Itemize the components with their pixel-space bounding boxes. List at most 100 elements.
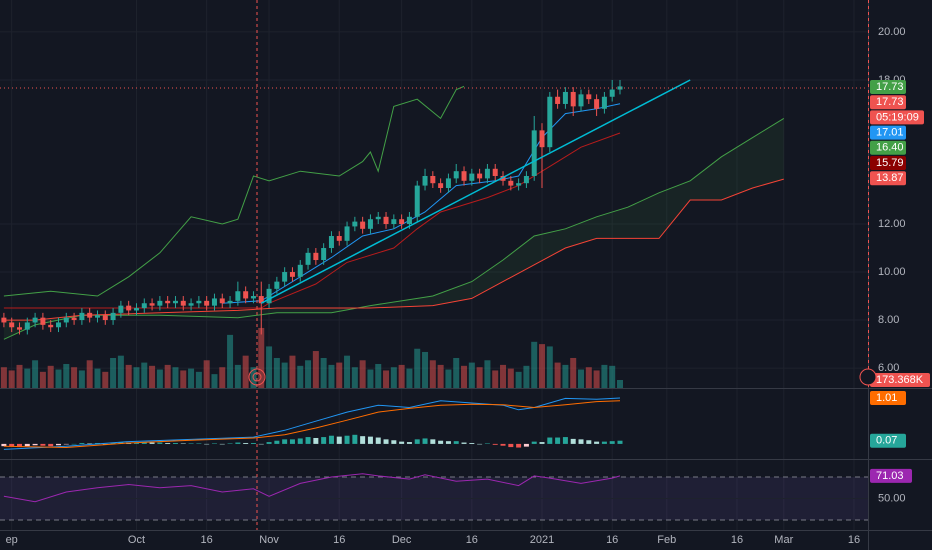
volume-bar [281,362,288,388]
candle-body [500,175,506,181]
volume-bar [351,367,358,388]
volume-bar [554,362,561,388]
y-tick-label: 8.00 [878,314,899,326]
volume-bar [414,348,421,388]
candle-body [305,252,311,265]
volume-bar [39,371,46,388]
candle-body [9,322,15,328]
volume-bar [336,362,343,388]
candle-body [1,317,7,323]
macd-histogram-bar [500,443,506,446]
candle-body [367,219,373,229]
candle-body [516,183,522,186]
rsi-pane [0,473,868,521]
macd-histogram-bar [336,436,342,444]
candle-body [24,322,30,330]
candle-body [391,219,397,225]
price-badge [870,95,906,110]
price-badge [870,140,906,155]
macd-histogram-bar [570,438,576,444]
candle-body [235,291,241,301]
macd-histogram-bar [1,443,7,447]
cloud-fill [3,118,784,340]
candle-body [79,312,85,321]
macd-histogram-bar [211,443,217,444]
macd-histogram-bar [9,443,15,447]
candle-body [196,300,202,304]
macd-histogram-bar [282,439,288,444]
candle-body [48,324,54,328]
volume-bar [227,334,234,388]
price-badge-label: 17.73 [876,81,904,93]
macd-histogram-bar [328,435,334,444]
x-tick-label: Nov [259,534,279,546]
candle-body [102,315,108,321]
macd-pane [1,397,623,450]
volume-bar [609,365,616,388]
candle-body [313,252,319,261]
macd-histogram-bar [102,443,108,445]
x-tick-label: 16 [201,534,213,546]
macd-histogram-bar [297,438,303,444]
macd-histogram-bar [266,442,272,444]
candle-body [157,300,163,306]
candle-body [32,317,38,323]
candle-body [383,216,389,225]
macd-histogram-bar [243,442,249,444]
volume-bar [188,368,195,388]
macd-histogram-bar [40,443,46,446]
candle-body [282,272,288,282]
candle-body [422,175,428,186]
price-badge [870,110,924,125]
volume-bar [320,357,327,388]
volume-bar [570,357,577,388]
candle-body [477,173,483,179]
x-tick-label: 16 [606,534,618,546]
candle-body [508,180,514,186]
candle-body [609,89,615,97]
candle-body [297,264,303,277]
volume-bar [546,346,553,388]
volume-bar [78,370,85,388]
indicator-line [222,103,621,304]
macd-histogram-bar [399,441,405,444]
candle-body [274,281,280,289]
macd-histogram-bar [204,443,210,445]
volume-badge [870,373,930,387]
candle-body [71,317,77,321]
macd-histogram-bar [196,443,202,444]
candle-body [149,303,155,306]
volume-bar [86,360,93,388]
candle-body [484,168,490,179]
price-badge [870,125,906,140]
macd-histogram-bar [305,437,311,444]
macd-histogram-bar [188,443,194,444]
rsi-badge [870,468,912,483]
candle-body [336,236,342,241]
price-badge-label: 16.40 [876,142,904,154]
macd-histogram-bar [523,443,529,447]
candle-body [110,312,116,321]
earnings-icon-inner [252,372,262,382]
volume-bar [468,362,475,388]
macd-histogram-bar [367,436,373,444]
earnings-icon[interactable] [859,368,877,386]
macd-histogram-bar [250,442,256,444]
earnings-icon[interactable] [248,368,266,386]
volume-bar [258,327,265,388]
volume-bar [211,374,218,388]
candle-body [375,216,381,220]
macd-histogram-bar [438,440,444,444]
volume-bar [429,360,436,388]
volume-bar [16,364,23,388]
candle-body [289,272,295,277]
volume-bar [523,365,530,388]
volume-bar [562,364,569,388]
candle-body [601,96,607,109]
candle-body [414,185,420,217]
macd-histogram-bar [344,435,350,444]
macd-histogram-bar [274,440,280,444]
volume-bar [492,370,499,388]
macd-histogram-bar [539,442,545,444]
macd-histogram-bar [477,443,483,445]
